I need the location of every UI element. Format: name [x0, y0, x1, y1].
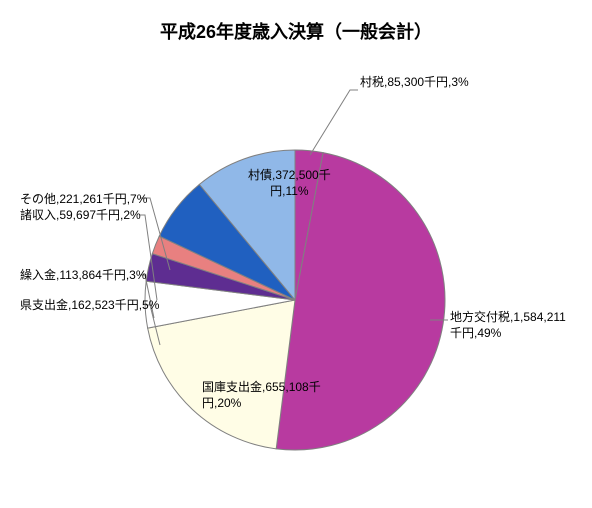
- inner-label-村債: 村債,372,500千円,11%: [248, 168, 331, 199]
- label-地方交付税: 地方交付税,1,584,211千円,49%: [450, 310, 566, 341]
- label-村税: 村税,85,300千円,3%: [360, 75, 469, 91]
- label-諸収入: 諸収入,59,697千円,2%: [20, 208, 141, 224]
- label-国庫支出金: 国庫支出金,655,108千円,20%: [202, 380, 321, 411]
- label-繰入金: 繰入金,113,864千円,3%: [20, 268, 147, 284]
- label-県支出金: 県支出金,162,523千円,5%: [20, 298, 159, 314]
- labels-layer: 村税,85,300千円,3% 地方交付税,1,584,211千円,49% 国庫支出金…: [0, 0, 592, 508]
- label-その他: その他,221,261千円,7%: [20, 192, 147, 208]
